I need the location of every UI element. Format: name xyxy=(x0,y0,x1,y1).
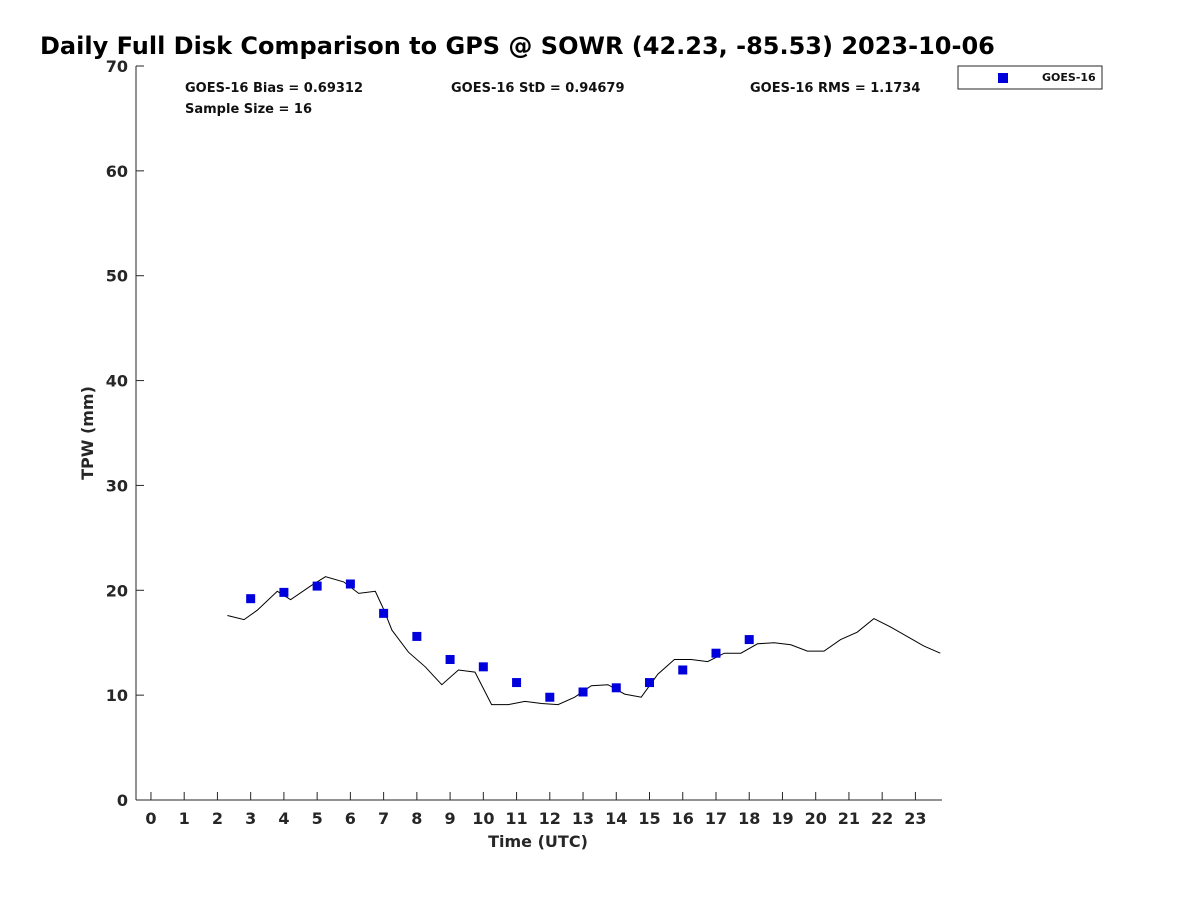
x-tick-label: 21 xyxy=(838,809,860,828)
y-tick-label: 60 xyxy=(106,162,128,181)
x-tick-label: 8 xyxy=(411,809,422,828)
goes16-point xyxy=(412,631,422,641)
goes16-point xyxy=(645,678,655,688)
goes16-point xyxy=(744,635,754,645)
x-tick-label: 7 xyxy=(378,809,389,828)
x-tick-label: 20 xyxy=(805,809,827,828)
chart-title: Daily Full Disk Comparison to GPS @ SOWR… xyxy=(40,32,995,60)
x-ticks: 0 1 2 3 4 5 6 7 8 9 10 11 12 13 14 15 16 17 18 19 20 21 22 23 xyxy=(145,792,927,828)
sample-size-stat: Sample Size = 16 xyxy=(185,102,312,117)
rms-stat: GOES-16 RMS = 1.1734 xyxy=(750,81,920,96)
y-axis-label: TPW (mm) xyxy=(78,386,97,480)
goes16-point xyxy=(478,662,488,672)
goes16-point xyxy=(246,594,256,604)
x-tick-label: 14 xyxy=(605,809,627,828)
x-tick-label: 17 xyxy=(705,809,727,828)
bias-stat: GOES-16 Bias = 0.69312 xyxy=(185,81,363,96)
y-tick-label: 30 xyxy=(106,476,128,495)
legend-box xyxy=(957,65,1103,90)
goes16-point xyxy=(279,587,289,597)
x-tick-label: 10 xyxy=(472,809,494,828)
x-tick-label: 9 xyxy=(445,809,456,828)
y-tick-label: 40 xyxy=(106,372,128,391)
x-tick-label: 19 xyxy=(771,809,793,828)
x-tick-label: 5 xyxy=(312,809,323,828)
y-tick-label: 10 xyxy=(106,686,128,705)
y-tick-label: 0 xyxy=(117,791,128,810)
legend-marker-goes16 xyxy=(998,73,1008,83)
x-tick-label: 22 xyxy=(871,809,893,828)
x-tick-label: 16 xyxy=(672,809,694,828)
goes16-point xyxy=(678,665,688,675)
y-tick-label: 50 xyxy=(106,267,128,286)
goes16-point xyxy=(611,683,621,693)
x-tick-label: 13 xyxy=(572,809,594,828)
x-tick-label: 3 xyxy=(245,809,256,828)
x-tick-label: 2 xyxy=(212,809,223,828)
goes16-point xyxy=(512,678,522,688)
goes16-point xyxy=(445,654,455,664)
x-tick-label: 6 xyxy=(345,809,356,828)
x-axis-label: Time (UTC) xyxy=(488,832,588,851)
x-tick-label: 18 xyxy=(738,809,760,828)
legend: GOES-16 xyxy=(957,65,1103,90)
std-stat: GOES-16 StD = 0.94679 xyxy=(451,81,625,96)
goes16-point xyxy=(345,579,355,589)
y-tick-label: 20 xyxy=(106,581,128,600)
goes16-point xyxy=(578,687,588,697)
x-tick-label: 4 xyxy=(278,809,289,828)
gps-tpw-line xyxy=(227,576,941,706)
goes16-point xyxy=(711,648,721,658)
y-tick-label: 70 xyxy=(106,57,128,76)
series-layer xyxy=(227,576,941,706)
x-tick-label: 12 xyxy=(539,809,561,828)
x-tick-label: 1 xyxy=(179,809,190,828)
x-tick-label: 0 xyxy=(145,809,156,828)
legend-label-goes16: GOES-16 xyxy=(1042,71,1096,84)
goes16-point xyxy=(312,581,322,591)
goes16-point xyxy=(379,608,389,618)
goes16-point xyxy=(545,692,555,702)
x-tick-label: 11 xyxy=(505,809,527,828)
x-tick-label: 15 xyxy=(638,809,660,828)
plot-axes xyxy=(135,66,942,801)
x-tick-label: 23 xyxy=(904,809,926,828)
y-ticks: 0 10 20 30 40 50 60 70 xyxy=(106,57,144,810)
